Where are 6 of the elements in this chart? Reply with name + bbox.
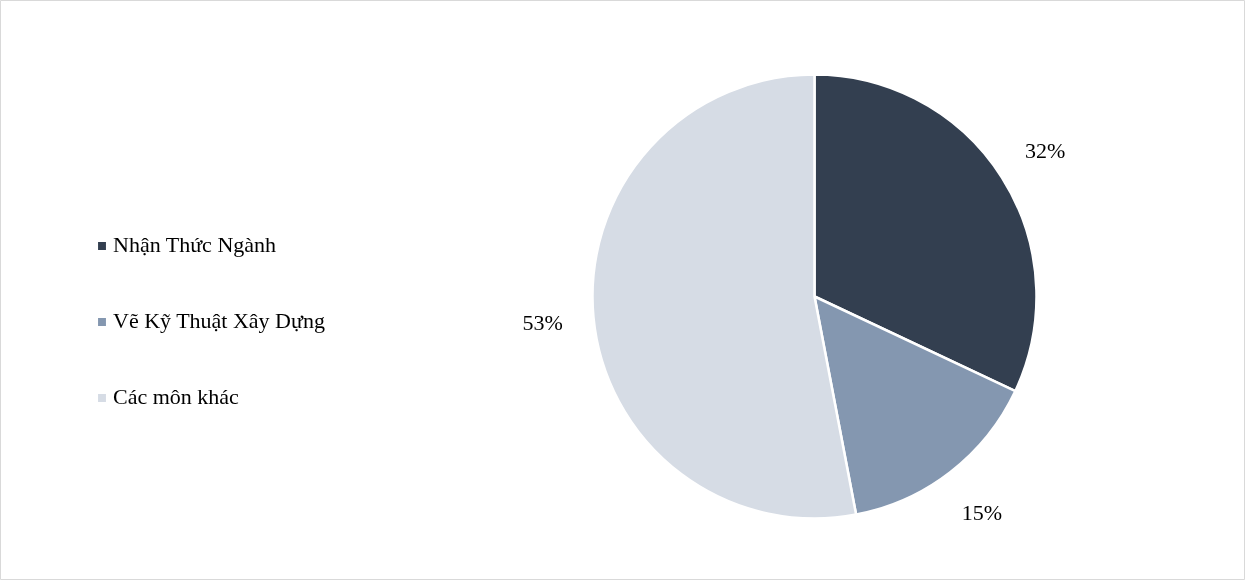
data-label: 15% bbox=[961, 499, 1003, 525]
data-label: 53% bbox=[522, 309, 563, 335]
legend-label: Các môn khác bbox=[113, 384, 239, 410]
legend-label: Vẽ Kỹ Thuật Xây Dựng bbox=[113, 308, 325, 334]
data-label: 32% bbox=[1024, 137, 1066, 163]
legend-label: Nhận Thức Ngành bbox=[113, 232, 277, 258]
